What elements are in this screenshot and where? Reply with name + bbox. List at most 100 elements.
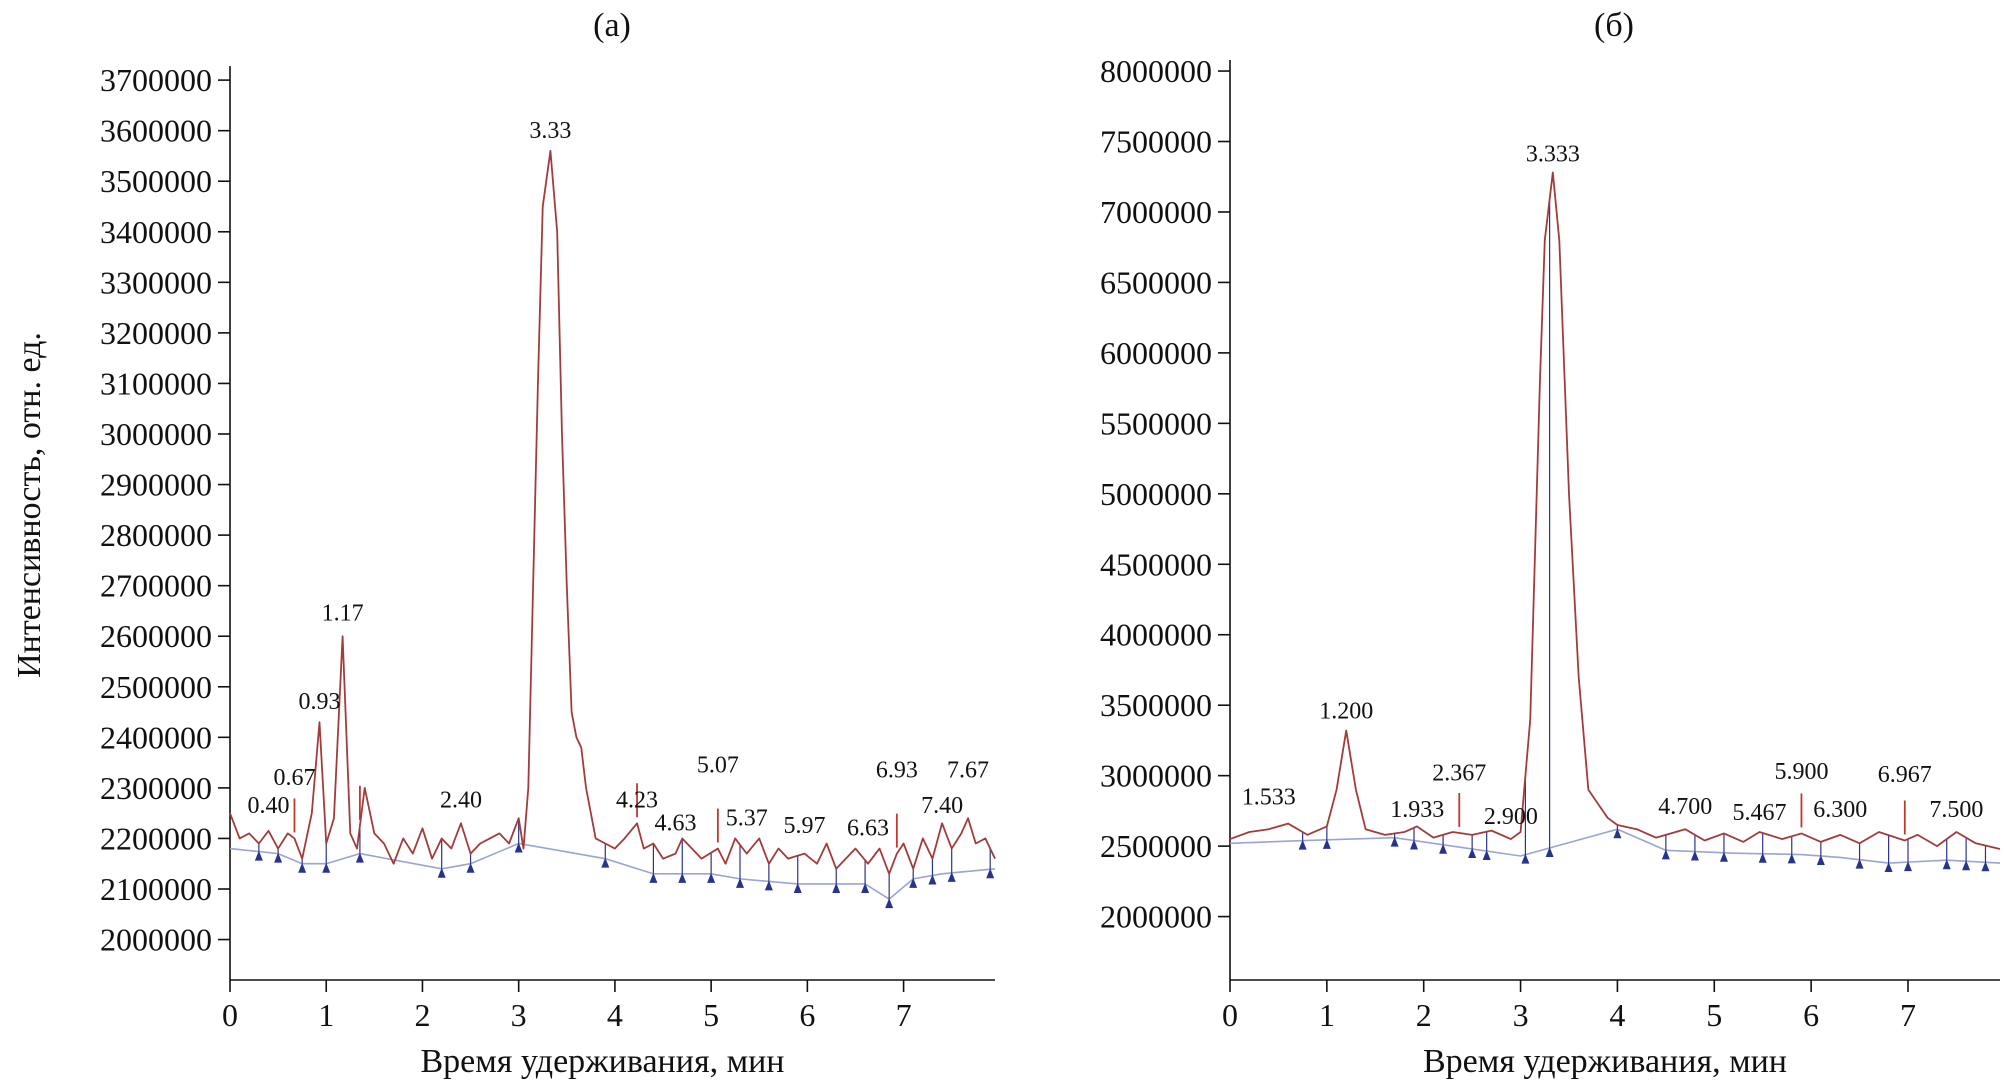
chart-panel-a: (а)2000000210000022000002300000240000025…	[11, 7, 996, 1080]
chart-panel-b: (б) 2000000 2500000 3000000 3500000 4000000 4 5…	[1100, 7, 2001, 1080]
peak-label: 1.200	[1319, 698, 1373, 724]
peak-boundary-marker	[1298, 839, 1307, 850]
peak-label: 6.63	[847, 816, 889, 842]
peak-boundary-marker	[1981, 861, 1990, 872]
peak-label: 3.33	[529, 118, 571, 144]
peak-boundary-marker	[1482, 850, 1491, 861]
peak-boundary-marker	[298, 862, 307, 873]
peak-boundary-marker	[1322, 838, 1331, 849]
y-tick-label: 2600000	[100, 618, 212, 654]
peak-boundary-marker	[1410, 839, 1419, 850]
y-tick-label: 3000000	[100, 416, 212, 452]
peak-boundary-marker	[601, 857, 610, 868]
peak-label: 0.40	[247, 793, 289, 819]
peak-boundary-marker	[1390, 836, 1399, 847]
x-tick-label: 5	[703, 997, 719, 1033]
peak-boundary-marker	[514, 842, 523, 853]
peak-label: 3.333	[1526, 142, 1580, 168]
peak-label: 5.900	[1774, 759, 1828, 785]
y-tick-label: 2800000	[100, 517, 212, 553]
panel-title: (а)	[593, 7, 631, 44]
peak-boundary-marker	[254, 850, 263, 861]
y-tick-label: 2200000	[100, 820, 212, 856]
y-tick-label: 3600000	[100, 113, 212, 149]
peak-boundary-marker	[355, 852, 364, 863]
peak-boundary-marker	[793, 882, 802, 893]
peak-label: 1.17	[322, 601, 364, 627]
peak-label: 4.23	[616, 788, 658, 814]
peak-boundary-marker	[1468, 847, 1477, 858]
peak-boundary-marker	[764, 880, 773, 891]
x-tick-label: 0	[222, 997, 238, 1033]
y-tick-label: 2000000	[1100, 899, 1212, 935]
peak-boundary-marker	[832, 882, 841, 893]
peak-boundary-marker	[1439, 843, 1448, 854]
peak-boundary-marker	[466, 862, 475, 873]
peak-boundary-marker	[322, 862, 331, 873]
peak-label: 7.67	[947, 757, 989, 783]
y-tick-label: 2300000	[100, 770, 212, 806]
peak-boundary-marker	[736, 877, 744, 888]
peak-boundary-marker	[1884, 862, 1893, 873]
peak-label: 5.467	[1733, 800, 1787, 826]
y-tick-label: 7000000	[1100, 194, 1212, 230]
baseline-line	[229, 842, 996, 901]
x-tick-label: 3	[511, 997, 527, 1033]
y-axis-title: Интенсивность, отн. ед.	[11, 332, 48, 678]
y-tick-label: 3500000	[100, 163, 212, 199]
x-tick-label: 1	[318, 997, 334, 1033]
x-tick-label: 5	[1706, 997, 1722, 1033]
x-tick-label: 2	[414, 997, 430, 1033]
y-tick-label: 3700000	[100, 62, 212, 98]
x-tick-label: 4	[1609, 997, 1625, 1033]
y-tick-label: 2500000	[1100, 828, 1212, 864]
peak-label: 1.533	[1242, 784, 1296, 810]
peak-boundary-marker	[1661, 849, 1670, 860]
peak-boundary-marker	[1613, 828, 1622, 839]
y-tick-label: 4000000	[1100, 617, 1212, 653]
y-tick-label: 2400000	[100, 719, 212, 755]
y-tick-label: 8000000	[1100, 53, 1212, 89]
peak-label: 0.93	[298, 689, 340, 715]
peak-label: 0.67	[273, 765, 315, 791]
peak-label: 7.40	[921, 793, 963, 819]
peak-boundary-marker	[1690, 850, 1699, 861]
peak-boundary-marker	[1521, 853, 1530, 864]
peak-label: 6.93	[876, 757, 918, 783]
peak-boundary-marker	[1855, 858, 1864, 869]
peak-boundary-marker	[1719, 851, 1728, 862]
chromatogram-trace	[1229, 171, 2001, 850]
peak-label: 2.40	[440, 788, 482, 814]
panel-title: (б)	[1594, 7, 1634, 44]
peak-label: 6.967	[1878, 762, 1932, 788]
peak-boundary-marker	[947, 871, 956, 882]
y-tick-label: 3500000	[1100, 687, 1212, 723]
x-tick-label: 7	[896, 997, 912, 1033]
y-tick-label: 3200000	[100, 315, 212, 351]
peak-boundary-marker	[1942, 859, 1951, 870]
peak-boundary-marker	[678, 872, 687, 883]
y-tick-label: 2900000	[100, 467, 212, 503]
peak-boundary-marker	[986, 868, 995, 879]
chromatogram-trace	[229, 149, 996, 875]
peak-label: 5.07	[697, 752, 739, 778]
x-tick-label: 0	[1222, 997, 1238, 1033]
peak-boundary-marker	[1787, 853, 1796, 864]
y-tick-label: 3400000	[100, 214, 212, 250]
peak-label: 4.63	[655, 810, 697, 836]
peak-label: 2.900	[1484, 804, 1538, 830]
x-tick-label: 6	[799, 997, 815, 1033]
y-tick-label: 3300000	[100, 264, 212, 300]
y-tick-label: 3000000	[1100, 758, 1212, 794]
x-tick-label: 1	[1319, 997, 1335, 1033]
y-tick-label: 5500000	[1100, 405, 1212, 441]
y-tick-label: 6000000	[1100, 335, 1212, 371]
peak-boundary-marker	[707, 872, 716, 883]
peak-label: 5.97	[783, 813, 825, 839]
x-tick-label: 2	[1416, 997, 1432, 1033]
y-tick-label: 5000000	[1100, 476, 1212, 512]
peak-boundary-marker	[1545, 846, 1554, 857]
x-tick-label: 4	[607, 997, 623, 1033]
peak-boundary-marker	[861, 882, 870, 893]
